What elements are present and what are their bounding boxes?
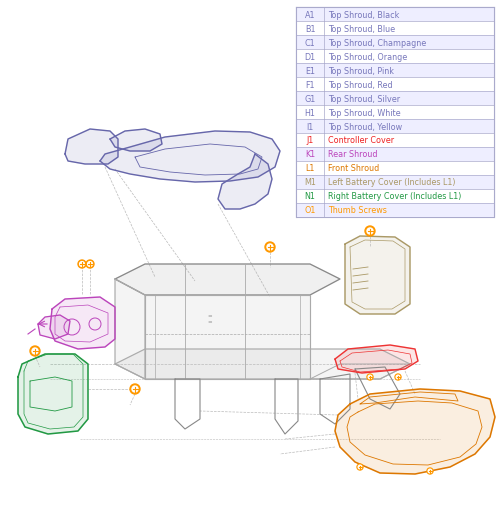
Bar bbox=[296, 148, 494, 162]
Text: Thumb Screws: Thumb Screws bbox=[328, 206, 387, 215]
Circle shape bbox=[365, 227, 375, 237]
Bar bbox=[296, 8, 494, 217]
Circle shape bbox=[32, 348, 38, 354]
Text: Right Battery Cover (Includes L1): Right Battery Cover (Includes L1) bbox=[328, 192, 462, 201]
Bar bbox=[296, 92, 494, 106]
Circle shape bbox=[132, 386, 138, 392]
Circle shape bbox=[88, 262, 92, 267]
Text: O1: O1 bbox=[304, 206, 316, 215]
Text: Rear Shroud: Rear Shroud bbox=[328, 150, 378, 159]
Text: E1: E1 bbox=[305, 66, 315, 75]
Text: Top Shroud, Champagne: Top Shroud, Champagne bbox=[328, 38, 426, 47]
Bar bbox=[296, 120, 494, 134]
Text: N1: N1 bbox=[304, 192, 316, 201]
Text: D1: D1 bbox=[304, 52, 316, 62]
Text: F1: F1 bbox=[305, 80, 315, 89]
Polygon shape bbox=[335, 345, 418, 373]
Bar bbox=[296, 190, 494, 204]
Circle shape bbox=[130, 384, 140, 394]
Circle shape bbox=[396, 376, 400, 379]
Bar bbox=[296, 204, 494, 217]
Text: Top Shroud, White: Top Shroud, White bbox=[328, 108, 400, 117]
Polygon shape bbox=[110, 130, 162, 152]
Circle shape bbox=[395, 374, 401, 380]
Circle shape bbox=[367, 229, 373, 235]
Circle shape bbox=[265, 242, 275, 252]
Polygon shape bbox=[145, 295, 310, 379]
Polygon shape bbox=[65, 130, 118, 165]
Bar bbox=[296, 50, 494, 64]
Circle shape bbox=[427, 468, 433, 474]
Bar bbox=[296, 176, 494, 190]
Polygon shape bbox=[335, 389, 495, 474]
Bar bbox=[296, 106, 494, 120]
Polygon shape bbox=[50, 297, 115, 349]
Bar bbox=[296, 8, 494, 22]
Circle shape bbox=[86, 261, 94, 268]
Text: K1: K1 bbox=[305, 150, 315, 159]
Bar bbox=[296, 22, 494, 36]
Bar bbox=[296, 78, 494, 92]
Text: H1: H1 bbox=[304, 108, 316, 117]
Bar bbox=[296, 64, 494, 78]
Text: Top Shroud, Pink: Top Shroud, Pink bbox=[328, 66, 394, 75]
Text: I1: I1 bbox=[306, 122, 314, 131]
Text: Top Shroud, Black: Top Shroud, Black bbox=[328, 11, 400, 19]
Text: =
=: = = bbox=[208, 314, 212, 325]
Circle shape bbox=[78, 261, 86, 268]
Text: G1: G1 bbox=[304, 94, 316, 103]
Bar bbox=[296, 162, 494, 176]
Text: M1: M1 bbox=[304, 178, 316, 187]
Text: Top Shroud, Blue: Top Shroud, Blue bbox=[328, 24, 395, 34]
Bar bbox=[296, 36, 494, 50]
Circle shape bbox=[267, 244, 273, 250]
Text: Front Shroud: Front Shroud bbox=[328, 164, 380, 173]
Circle shape bbox=[368, 376, 372, 379]
Polygon shape bbox=[38, 316, 70, 340]
Polygon shape bbox=[115, 265, 340, 295]
Circle shape bbox=[30, 346, 40, 356]
Text: Controller Cover: Controller Cover bbox=[328, 136, 394, 145]
Text: J1: J1 bbox=[306, 136, 314, 145]
Polygon shape bbox=[115, 279, 145, 379]
Text: Top Shroud, Red: Top Shroud, Red bbox=[328, 80, 392, 89]
Text: L1: L1 bbox=[306, 164, 314, 173]
Text: Left Battery Cover (Includes L1): Left Battery Cover (Includes L1) bbox=[328, 178, 456, 187]
Polygon shape bbox=[100, 132, 280, 183]
Text: A1: A1 bbox=[305, 11, 316, 19]
Text: B1: B1 bbox=[305, 24, 316, 34]
Text: C1: C1 bbox=[304, 38, 316, 47]
Circle shape bbox=[358, 465, 362, 469]
Text: Top Shroud, Silver: Top Shroud, Silver bbox=[328, 94, 400, 103]
Text: Top Shroud, Yellow: Top Shroud, Yellow bbox=[328, 122, 402, 131]
Circle shape bbox=[367, 374, 373, 380]
Circle shape bbox=[80, 262, 84, 267]
Text: Top Shroud, Orange: Top Shroud, Orange bbox=[328, 52, 407, 62]
Circle shape bbox=[428, 469, 432, 473]
Polygon shape bbox=[115, 349, 410, 379]
Circle shape bbox=[357, 464, 363, 470]
Polygon shape bbox=[218, 155, 272, 210]
Polygon shape bbox=[18, 354, 88, 434]
Polygon shape bbox=[345, 237, 410, 315]
Bar bbox=[296, 134, 494, 148]
